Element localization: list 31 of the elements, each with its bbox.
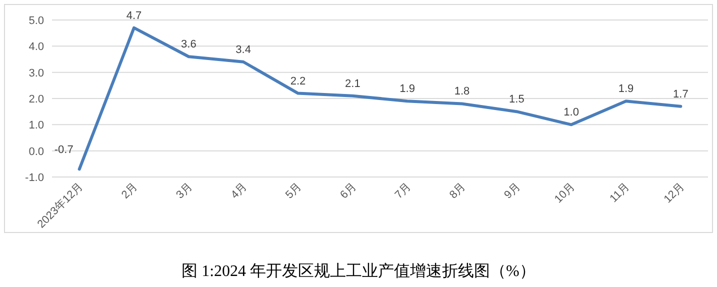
data-label: 2.2 [290, 75, 306, 88]
x-tick-label: 6月 [338, 180, 359, 202]
data-label: 4.7 [126, 10, 142, 22]
data-label: 1.9 [400, 83, 415, 96]
x-tick-label: 12月 [662, 180, 687, 206]
data-label: 1.5 [509, 94, 524, 106]
x-tick-label: 10月 [552, 180, 578, 206]
data-label: 1.0 [564, 106, 579, 119]
data-label: 2.1 [345, 78, 360, 90]
text: 图 1:2024 年开发区规上工业产值增速折线图（%） [182, 262, 536, 280]
data-label: -0.7 [54, 144, 74, 156]
x-tick-label: 8月 [448, 180, 468, 202]
x-tick-label: 7月 [392, 180, 414, 202]
x-tick-label: 11月 [608, 180, 632, 205]
y-tick-label: 2.0 [28, 94, 44, 106]
data-label: 1.9 [618, 83, 634, 96]
data-label: 3.4 [236, 44, 251, 56]
x-tick-label: 2月 [120, 180, 140, 202]
data-label: 1.7 [673, 88, 688, 100]
y-tick-label: -1.0 [25, 172, 44, 184]
y-tick-label: 4.0 [28, 41, 44, 54]
data-label: 1.8 [454, 86, 470, 98]
y-tick-label: 5.0 [28, 15, 44, 27]
x-tick-label: 4月 [228, 180, 250, 202]
y-tick-label: 3.0 [28, 67, 44, 80]
y-tick-label: 1.0 [28, 120, 44, 132]
data-label: 3.6 [181, 38, 196, 51]
x-tick-label: 9月 [502, 180, 523, 202]
x-tick-label: 3月 [174, 180, 195, 202]
x-tick-label: 5月 [284, 180, 304, 202]
y-tick-label: 0.0 [28, 146, 44, 158]
